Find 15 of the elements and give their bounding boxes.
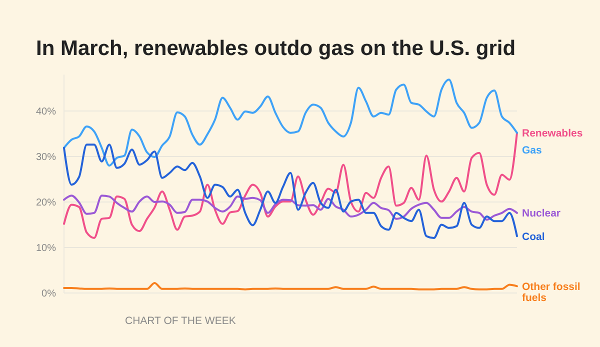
- y-tick-label: 40%: [36, 106, 56, 118]
- line-series: [63, 194, 518, 221]
- chart-title: In March, renewables outdo gas on the U.S. grid: [36, 37, 516, 60]
- series-label: Gas: [522, 144, 542, 157]
- text: CHART OF THE WEEK: [125, 315, 236, 327]
- series-label: Nuclear: [522, 208, 561, 220]
- series-label: Coal: [522, 230, 545, 243]
- line-series: [63, 282, 518, 290]
- series-label: Other fossil fuels: [522, 280, 580, 304]
- series-label: Renewables: [522, 128, 583, 140]
- y-tick-label: 10%: [36, 243, 56, 254]
- line-series: [63, 78, 518, 167]
- y-tick-label: 30%: [36, 152, 56, 163]
- y-tick-label: 0%: [42, 288, 56, 300]
- y-tick-label: 20%: [36, 198, 56, 208]
